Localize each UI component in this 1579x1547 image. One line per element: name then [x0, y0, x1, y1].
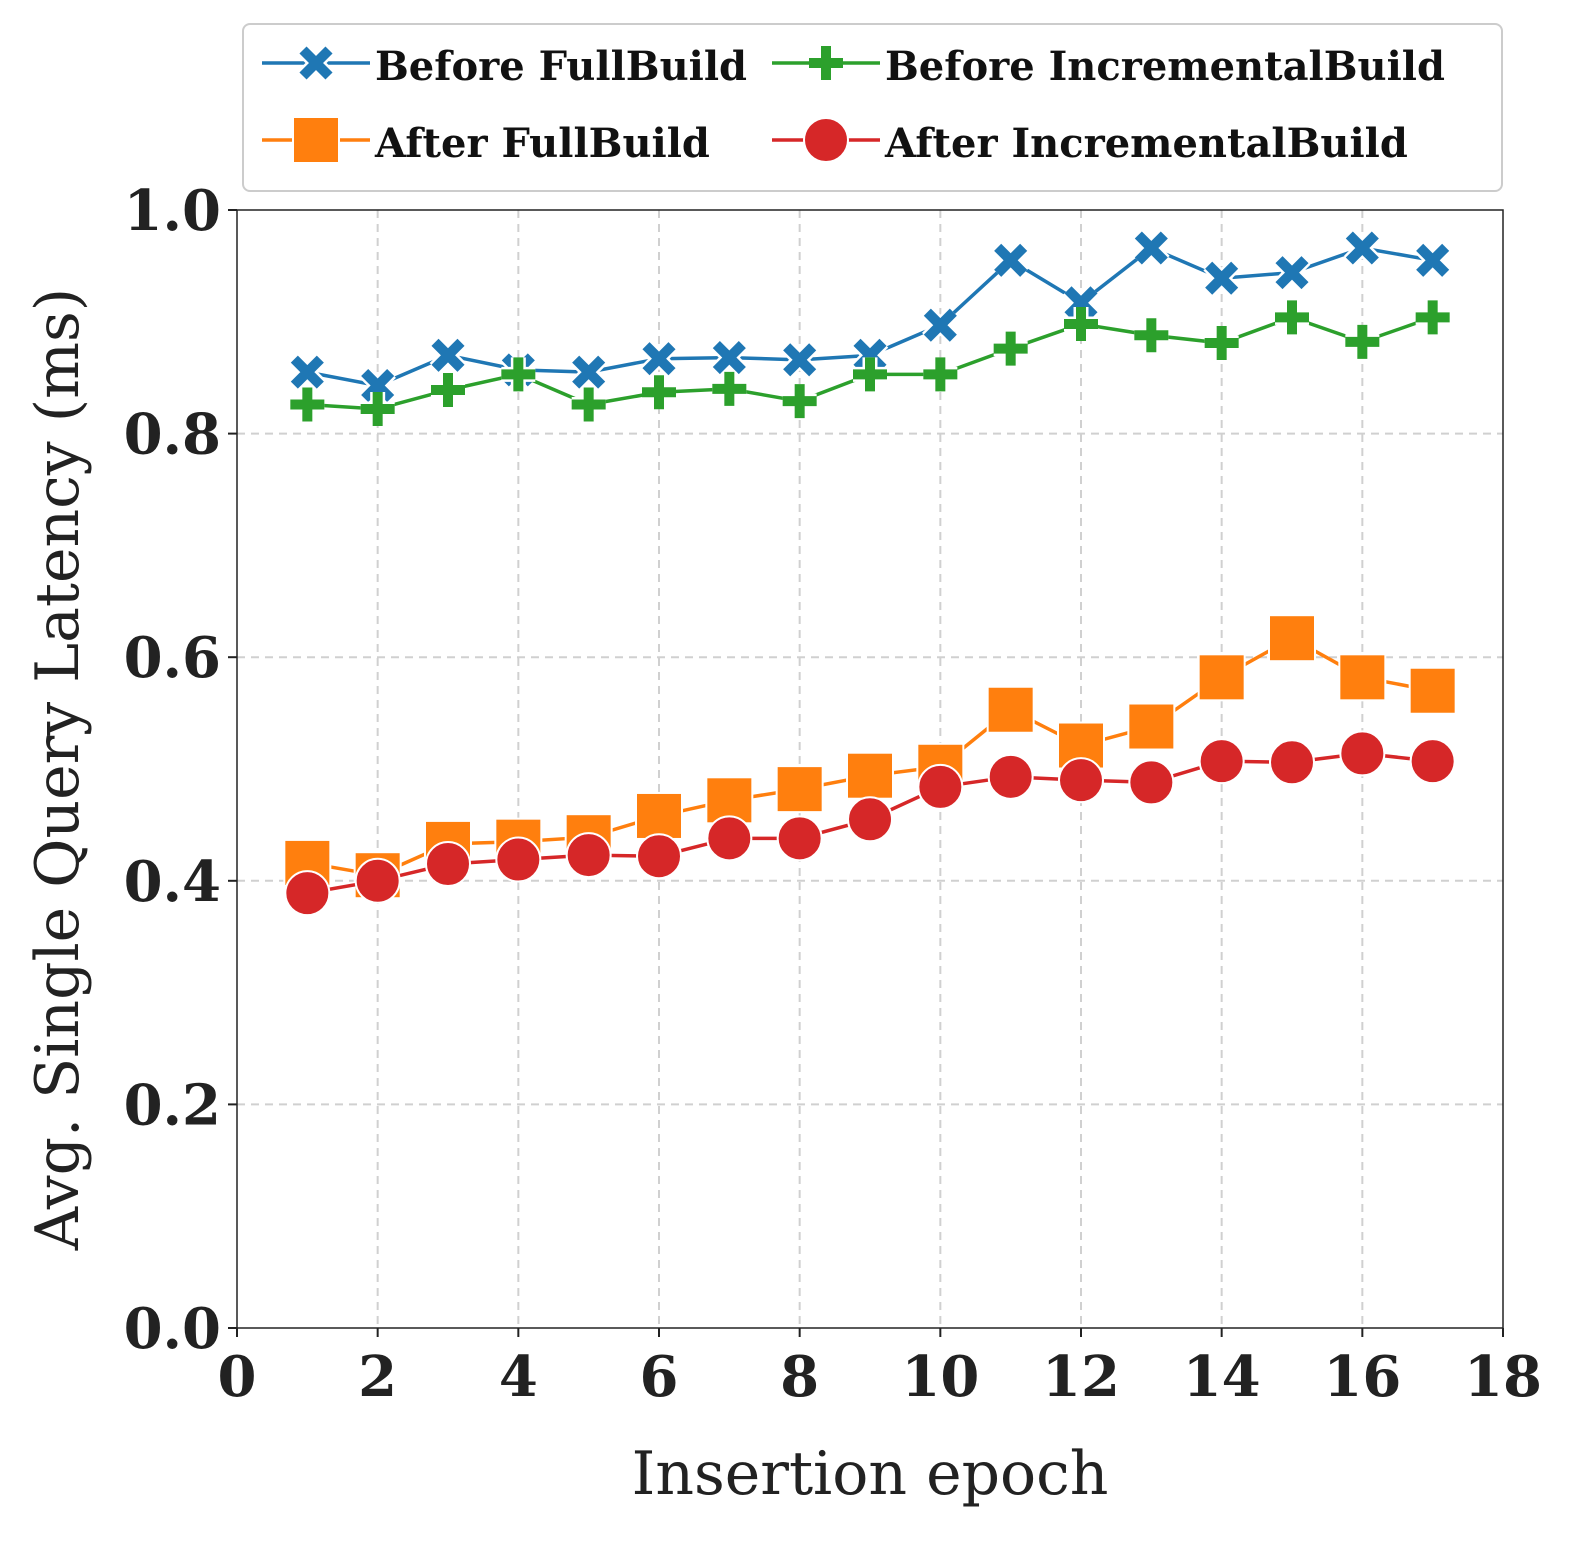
data-point: [706, 815, 753, 862]
legend-frame: [242, 23, 1503, 192]
data-point: [1345, 324, 1380, 359]
y-tick-label: 0.8: [124, 402, 221, 468]
x-tick-label: 16: [1323, 1344, 1401, 1410]
data-point: [1344, 229, 1381, 267]
data-point: [431, 372, 465, 407]
data-point: [782, 384, 817, 419]
data-point: [284, 870, 331, 917]
data-point: [290, 387, 325, 422]
data-point: [993, 331, 1028, 366]
legend-marker: [297, 44, 335, 82]
x-tick-label: 2: [358, 1344, 397, 1410]
data-point: [846, 751, 894, 800]
y-tick-label: 0.0: [124, 1296, 221, 1362]
legend-sample-3: [772, 117, 880, 163]
x-tick-label: 10: [901, 1344, 979, 1410]
legend-marker: [809, 46, 843, 80]
data-point: [711, 339, 748, 376]
y-tick-label: 0.4: [124, 849, 221, 915]
legend-label-before-fullbuild: Before FullBuild: [375, 43, 747, 90]
x-tick-label: 4: [499, 1344, 538, 1410]
data-point: [570, 353, 607, 391]
data-point: [495, 836, 542, 883]
data-point: [354, 857, 401, 904]
data-point: [1198, 738, 1245, 785]
x-axis-title: Insertion epoch: [632, 1439, 1109, 1509]
data-point: [1058, 757, 1104, 804]
data-point: [1339, 730, 1386, 777]
data-point: [1268, 614, 1316, 663]
data-point: [1057, 721, 1105, 770]
plot-frame: [236, 209, 1504, 1329]
data-point: [987, 753, 1034, 800]
data-point: [1064, 307, 1098, 342]
data-point: [917, 763, 964, 810]
data-point: [359, 367, 396, 404]
data-point: [775, 765, 824, 814]
data-point: [712, 371, 747, 406]
x-tick-label: 18: [1464, 1344, 1542, 1410]
data-point: [1062, 284, 1100, 322]
x-tick-label: 6: [640, 1344, 679, 1410]
data-point: [501, 357, 536, 392]
y-tick-label: 0.2: [124, 1072, 221, 1138]
legend-sample-1: [772, 46, 880, 80]
data-point: [1415, 300, 1450, 335]
y-axis-title: Avg. Single Query Latency (ms): [23, 288, 93, 1251]
data-point: [1133, 229, 1170, 267]
y-tick-label: 1.0: [124, 178, 221, 244]
data-point: [847, 796, 893, 843]
data-point: [781, 341, 818, 379]
data-point: [289, 353, 326, 391]
data-point: [1273, 254, 1311, 291]
data-point: [1203, 259, 1240, 297]
data-point: [1409, 738, 1456, 785]
series-before-incrementalbuild: [290, 300, 1450, 427]
data-point: [1338, 653, 1387, 702]
data-point: [851, 337, 889, 374]
series-after-incrementalbuild: [284, 730, 1456, 917]
data-point: [636, 833, 682, 880]
data-point: [642, 375, 676, 410]
legend-label-before-incrementalbuild: Before IncrementalBuild: [885, 43, 1445, 90]
data-point: [922, 306, 959, 344]
data-point: [1408, 666, 1457, 715]
data-point: [1269, 739, 1315, 786]
x-tick-label: 8: [780, 1344, 819, 1410]
x-tick-label: 14: [1183, 1344, 1261, 1410]
legend-marker: [803, 117, 849, 163]
data-point: [425, 841, 471, 888]
x-tick-label: 12: [1042, 1344, 1120, 1410]
legend: Before FullBuild Before IncrementalBuild…: [242, 23, 1503, 192]
series-layer: [283, 229, 1457, 917]
y-tick-label: 0.6: [124, 625, 221, 691]
data-point: [640, 340, 678, 377]
data-point: [429, 337, 467, 374]
data-point: [1127, 702, 1176, 751]
data-point: [1204, 326, 1239, 361]
data-point: [776, 815, 823, 862]
data-point: [565, 832, 612, 879]
data-point: [571, 387, 606, 422]
series-after-fullbuild: [283, 614, 1457, 900]
x-tick-label: 0: [218, 1344, 257, 1410]
axis-ticks: 0 2 4 6 8 10 12 14 16 18 0.0 0.2 0.4 0.6 0.8 1.0: [124, 178, 1542, 1410]
data-point: [1134, 318, 1169, 353]
legend-marker: [292, 116, 340, 164]
data-point: [1197, 653, 1246, 702]
legend-sample-2: [262, 116, 370, 164]
data-point: [1414, 242, 1451, 279]
data-point: [1128, 759, 1175, 806]
data-point: [986, 685, 1035, 734]
legend-label-after-fullbuild: After FullBuild: [374, 120, 710, 167]
data-point: [923, 357, 958, 392]
data-point: [360, 392, 395, 427]
legend-label-after-incrementalbuild: After IncrementalBuild: [884, 120, 1408, 167]
data-point: [1275, 300, 1309, 335]
data-point: [853, 357, 887, 392]
data-point: [635, 791, 683, 840]
legend-sample-0: [262, 44, 370, 82]
data-point: [992, 242, 1029, 279]
